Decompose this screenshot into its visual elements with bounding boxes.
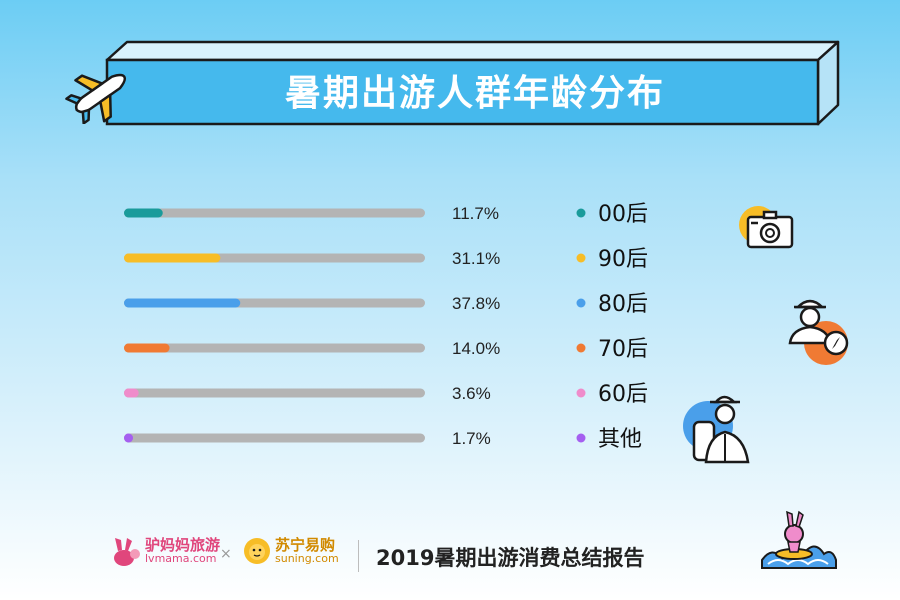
bar-track xyxy=(124,208,425,218)
title-banner xyxy=(105,40,840,126)
airplane-icon xyxy=(65,73,127,124)
legend-dot xyxy=(576,298,586,308)
bar xyxy=(124,388,139,398)
bar xyxy=(124,253,221,263)
brand1-name: 驴妈妈旅游 xyxy=(145,536,221,554)
bar-track xyxy=(124,343,425,353)
legend-dot xyxy=(576,343,586,353)
legend-label: 其他 xyxy=(598,427,642,452)
value-label: 3.6% xyxy=(452,384,491,403)
camera-icon xyxy=(739,206,794,249)
traveler-compass-icon xyxy=(788,299,849,365)
explorer-backpack-icon xyxy=(683,395,750,464)
page-title: 暑期出游人群年龄分布 xyxy=(284,73,665,114)
lvmama-logo: 驴妈妈旅游 lvmama.com xyxy=(112,537,220,567)
legend-dot xyxy=(576,433,586,443)
legend-dot xyxy=(576,388,586,398)
rabbit-surfing-icon xyxy=(761,510,837,569)
legend-dot xyxy=(576,208,586,218)
value-label: 1.7% xyxy=(452,429,491,448)
value-label: 14.0% xyxy=(452,339,500,358)
value-label: 11.7% xyxy=(452,204,499,223)
bar xyxy=(124,343,170,353)
legend-dot xyxy=(576,253,586,263)
legend-label: 90后 xyxy=(598,247,648,272)
report-title: 2019暑期出游消费总结报告 xyxy=(376,546,645,570)
rabbit-logo-icon xyxy=(114,538,140,566)
bar xyxy=(124,298,241,308)
legend-label: 70后 xyxy=(598,337,648,362)
bar xyxy=(124,433,134,443)
brand2-name: 苏宁易购 xyxy=(275,536,336,554)
suning-logo: 苏宁易购 suning.com xyxy=(243,537,339,565)
legend-label: 00后 xyxy=(598,202,648,227)
legend-label: 60后 xyxy=(598,382,648,407)
brand2-domain: suning.com xyxy=(275,552,339,565)
brand-separator: × xyxy=(220,546,232,562)
legend-label: 80后 xyxy=(598,292,648,317)
footer-divider xyxy=(358,540,359,572)
value-label: 31.1% xyxy=(452,249,500,268)
value-label: 37.8% xyxy=(452,294,500,313)
lion-logo-icon xyxy=(244,538,270,564)
bar-track xyxy=(124,388,425,398)
brand1-domain: lvmama.com xyxy=(145,552,217,565)
bar xyxy=(124,208,163,218)
bar-track xyxy=(124,433,425,443)
